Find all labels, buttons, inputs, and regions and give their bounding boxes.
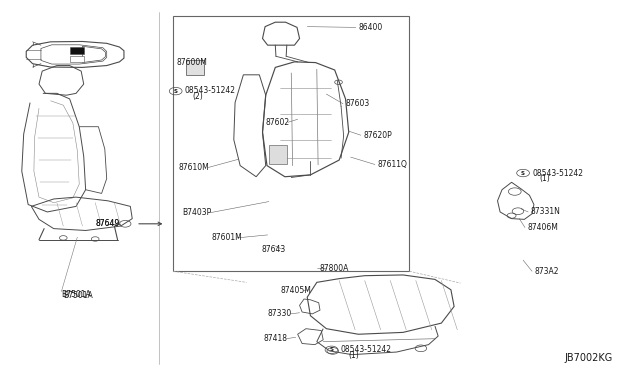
Text: 87405M: 87405M [280,286,311,295]
Text: 87800A: 87800A [320,264,349,273]
Text: 873A2: 873A2 [534,267,559,276]
Bar [173,16,410,271]
Text: 87603: 87603 [346,99,370,108]
Text: 87600M: 87600M [176,58,207,67]
Text: JB7002KG: JB7002KG [564,353,612,363]
Text: 87611Q: 87611Q [378,160,407,169]
Bar [269,145,287,164]
Text: 87649: 87649 [95,219,120,228]
Text: 87331N: 87331N [531,208,561,217]
Text: (1): (1) [348,351,359,360]
Text: S: S [330,347,333,352]
Text: 87601M: 87601M [211,233,242,243]
Text: B7501A: B7501A [63,291,93,300]
Text: 87602: 87602 [266,118,290,127]
Text: 87406M: 87406M [527,223,559,232]
Text: 87620P: 87620P [364,131,392,140]
Bar [186,60,204,75]
Text: 87643: 87643 [261,244,285,253]
Text: 86400: 86400 [358,23,383,32]
Text: (2): (2) [192,92,203,101]
Bar [70,55,84,62]
Text: B7403P: B7403P [182,208,212,217]
Bar [70,46,84,54]
Text: 87418: 87418 [264,334,288,343]
Text: 08543-51242: 08543-51242 [340,345,392,354]
Text: 08543-51242: 08543-51242 [532,169,583,177]
Text: B7501A: B7501A [61,290,91,299]
Text: S: S [521,170,525,176]
Text: 87610M: 87610M [178,163,209,172]
Text: (1): (1) [540,174,550,183]
Text: 87649: 87649 [95,219,120,228]
Text: 08543-51242: 08543-51242 [184,86,236,95]
Text: 87330: 87330 [268,310,292,318]
Text: S: S [173,89,178,94]
